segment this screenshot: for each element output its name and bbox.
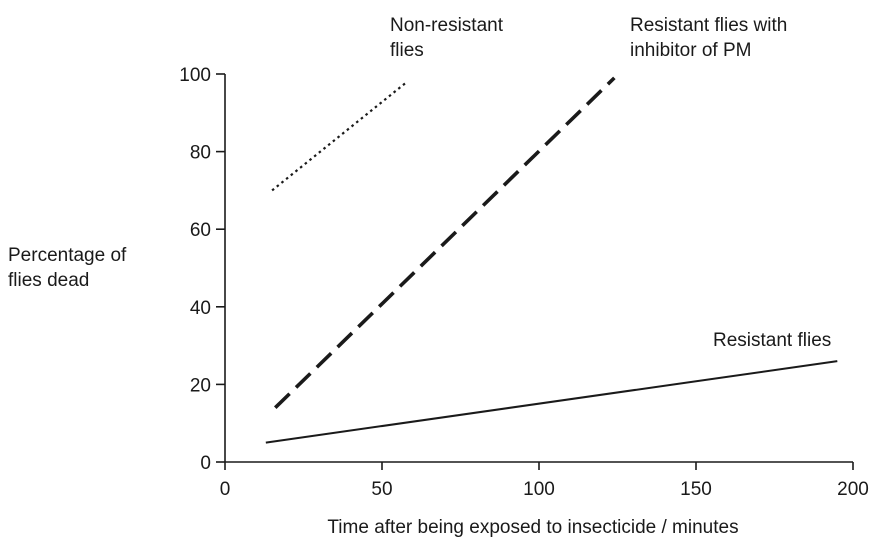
series-label: Resistant flies — [713, 330, 831, 351]
y-tick-label: 40 — [190, 298, 211, 319]
series-label-line: Resistant flies with — [630, 15, 787, 36]
series-line-dashed — [273, 76, 616, 409]
x-tick-label: 50 — [371, 479, 392, 500]
y-tick-label: 80 — [190, 143, 211, 164]
axes: 0 50 100 150 200 0 20 40 60 80 100 — [179, 65, 869, 500]
series-label-line: inhibitor of PM — [630, 40, 751, 61]
series-line-dotted — [271, 80, 408, 192]
x-tick-label: 100 — [523, 479, 555, 500]
series-label-line: flies — [390, 40, 424, 61]
x-tick-label: 150 — [680, 479, 712, 500]
series-line-solid — [265, 360, 838, 444]
y-axis-title-line: flies dead — [8, 270, 89, 291]
series-layer — [265, 76, 838, 444]
x-axis-title: Time after being exposed to insecticide … — [327, 517, 738, 538]
y-axis-title: Percentage of flies dead — [8, 245, 127, 291]
x-tick-label: 200 — [837, 479, 869, 500]
x-tick-label: 0 — [220, 479, 231, 500]
series-label-line: Non-resistant — [390, 15, 504, 36]
y-axis-title-line: Percentage of — [8, 245, 127, 266]
y-tick-label: 0 — [200, 453, 211, 474]
labels: Time after being exposed to insecticide … — [8, 15, 831, 538]
y-tick-label: 60 — [190, 220, 211, 241]
series-label: Resistant flies with inhibitor of PM — [630, 15, 787, 61]
series-label-line: Resistant flies — [713, 330, 831, 351]
y-tick-label: 100 — [179, 65, 211, 86]
y-tick-label: 20 — [190, 375, 211, 396]
series-label: Non-resistant flies — [390, 15, 504, 61]
